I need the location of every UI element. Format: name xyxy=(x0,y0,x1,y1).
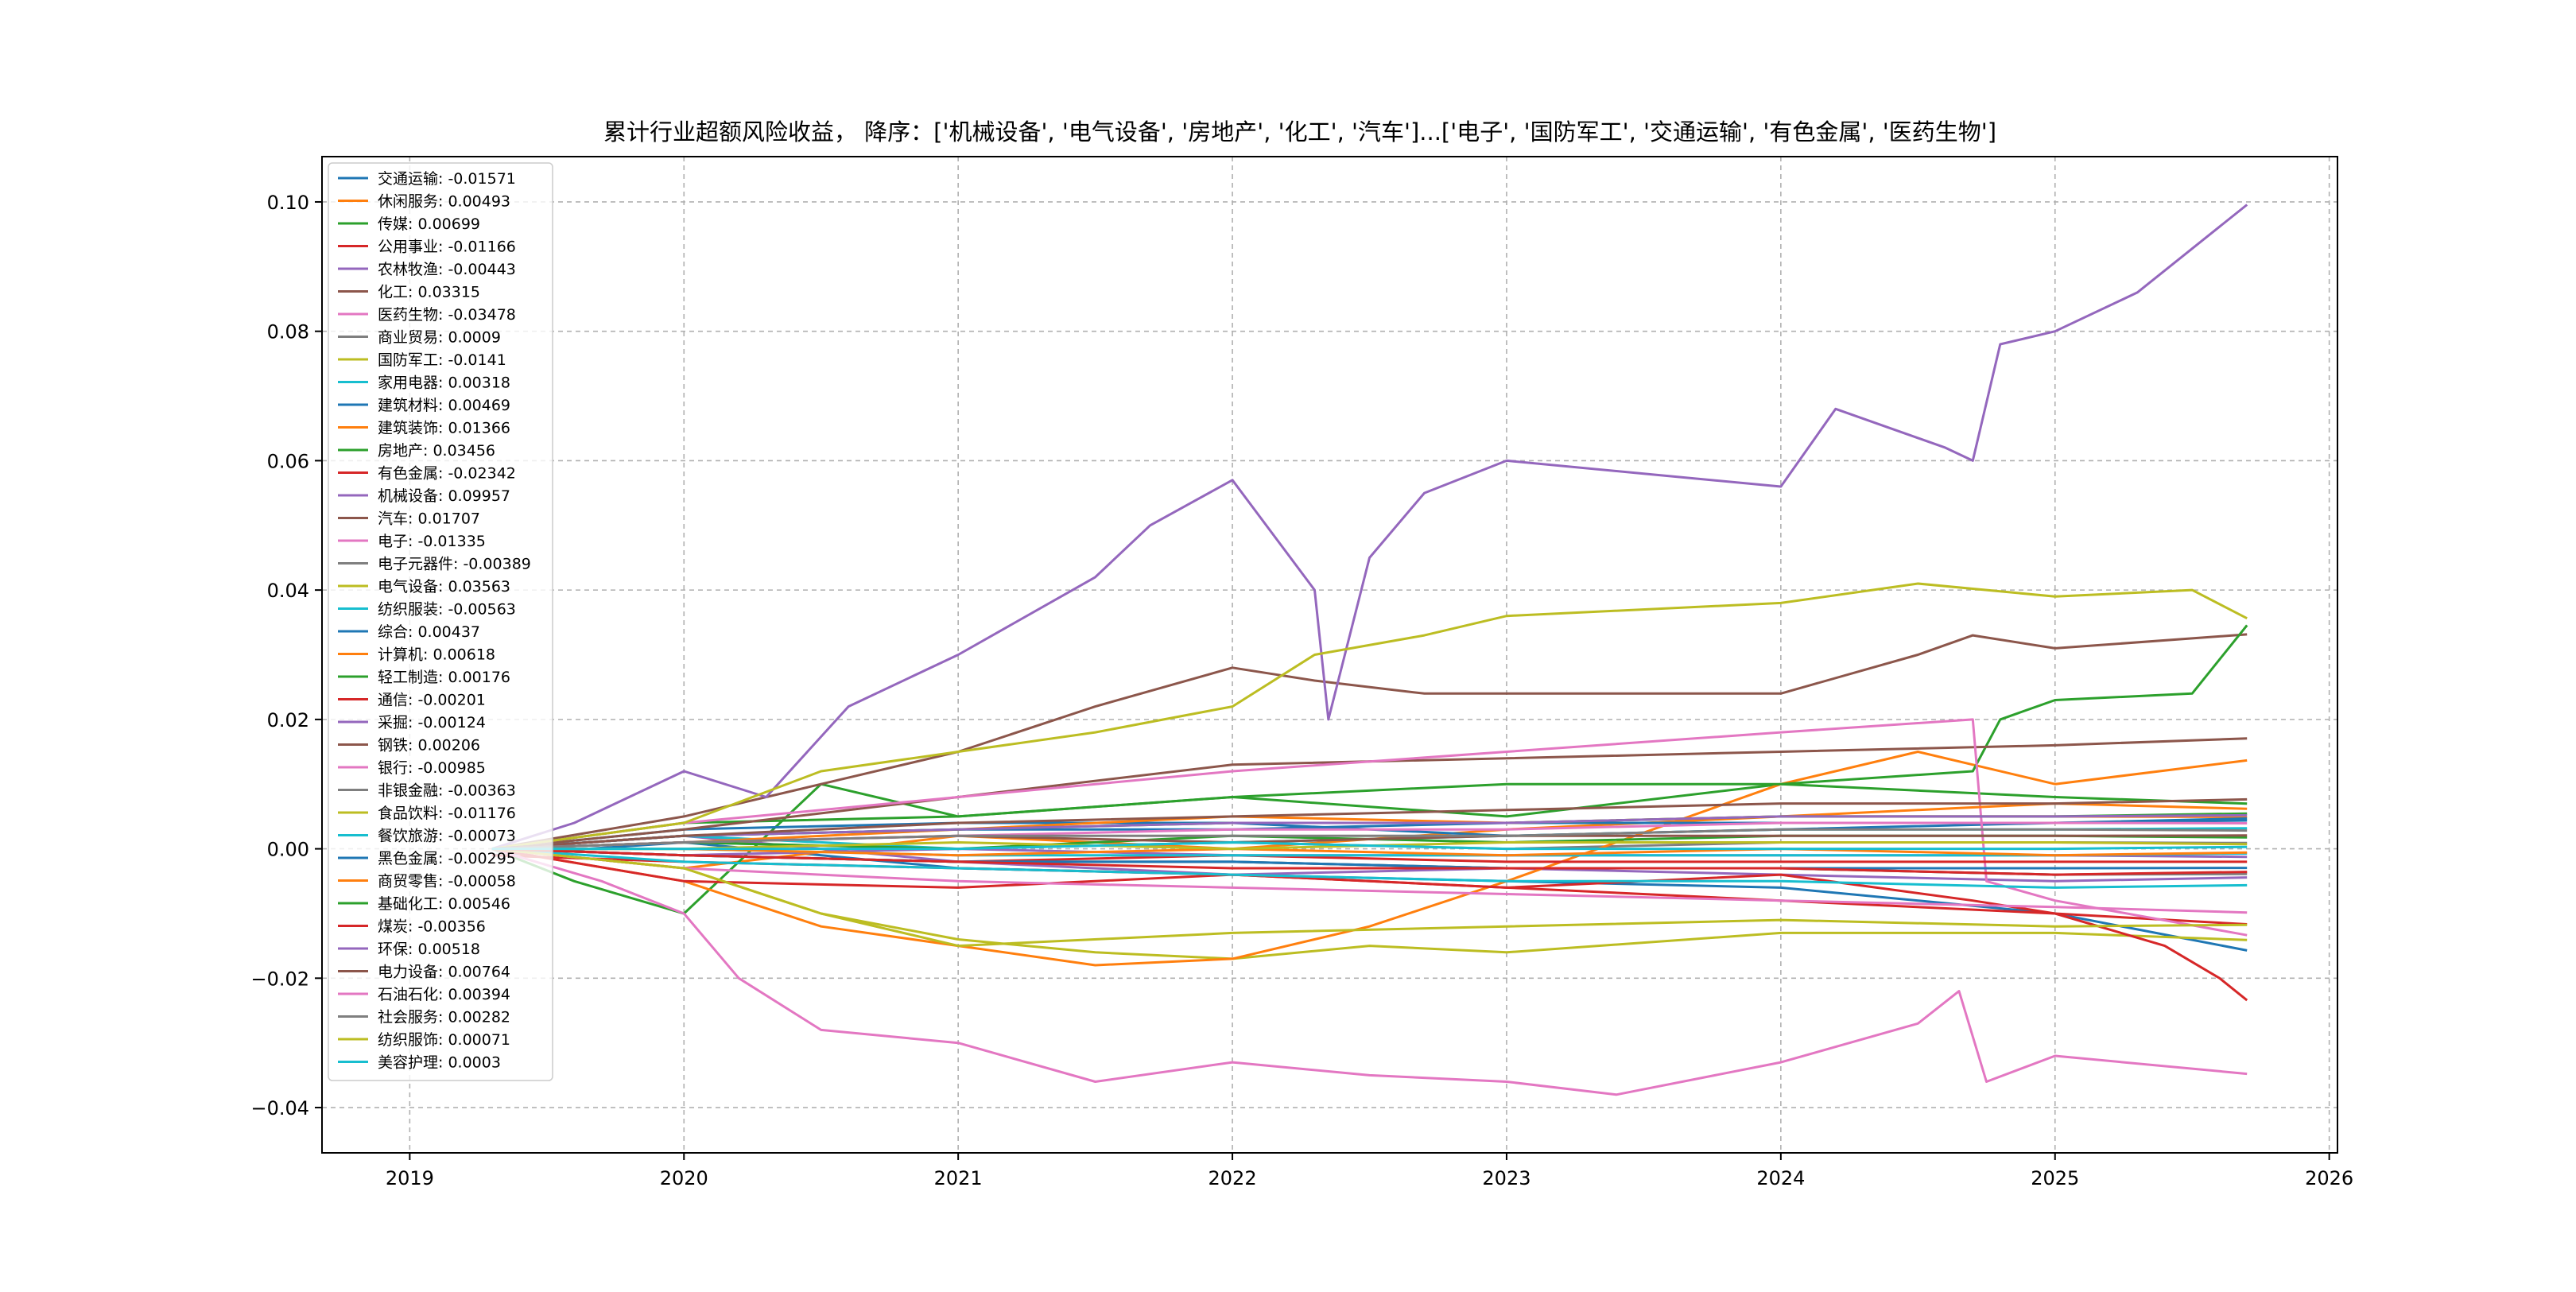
legend-label-美容护理: 美容护理: 0.0003 xyxy=(378,1054,501,1072)
series-line-社会服务 xyxy=(491,828,2248,851)
legend-label-电子元器件: 电子元器件: -0.00389 xyxy=(378,556,531,573)
legend-label-建筑装饰: 建筑装饰: 0.01366 xyxy=(378,420,510,437)
x-tick-label: 2025 xyxy=(2031,1167,2079,1189)
legend-label-电力设备: 电力设备: 0.00764 xyxy=(378,964,510,981)
legend-label-电子: 电子: -0.01335 xyxy=(378,533,486,550)
legend-label-社会服务: 社会服务: 0.00282 xyxy=(378,1009,510,1026)
y-tick-label: 0.00 xyxy=(267,839,309,861)
plot-area: −0.04 −0.02 0.00 0.02 0.04 0.06 0.08 0.10 2019 20… xyxy=(250,156,2353,1189)
series-line-银行 xyxy=(491,848,2248,914)
legend-label-银行: 银行: -0.00985 xyxy=(378,759,486,777)
y-tick-label: 0.08 xyxy=(267,321,309,343)
legend-label-有色金属: 有色金属: -0.02342 xyxy=(378,465,516,483)
legend-label-基础化工: 基础化工: 0.00546 xyxy=(378,895,510,913)
legend-label-石油石化: 石油石化: 0.00394 xyxy=(378,986,510,1003)
legend-box xyxy=(328,162,553,1081)
legend-label-交通运输: 交通运输: -0.01571 xyxy=(378,170,516,188)
axes-frame xyxy=(321,156,2338,1154)
legend-label-汽车: 汽车: 0.01707 xyxy=(378,510,480,528)
x-tick-label: 2022 xyxy=(1208,1167,1257,1189)
series-line-煤炭 xyxy=(491,848,2248,876)
legend-label-计算机: 计算机: 0.00618 xyxy=(378,646,495,664)
series-line-建筑装饰 xyxy=(491,751,2248,967)
x-tick-label: 2020 xyxy=(660,1167,708,1189)
legend-label-通信: 通信: -0.00201 xyxy=(378,692,486,709)
series-line-有色金属 xyxy=(491,848,2248,1002)
legend-label-餐饮旅游: 餐饮旅游: -0.00073 xyxy=(378,828,516,845)
series-line-机械设备 xyxy=(491,204,2248,851)
legend-label-黑色金属: 黑色金属: -0.00295 xyxy=(378,850,516,867)
legend-label-化工: 化工: 0.03315 xyxy=(378,284,480,301)
legend-label-轻工制造: 轻工制造: 0.00176 xyxy=(378,669,510,686)
chart-title: 累计行业超额风险收益， 降序：['机械设备', '电气设备', '房地产', '… xyxy=(603,118,1996,145)
legend-label-电气设备: 电气设备: 0.03563 xyxy=(378,578,510,596)
series-group xyxy=(491,204,2248,1096)
y-tick-label: 0.02 xyxy=(267,709,309,731)
x-tick-label: 2019 xyxy=(386,1167,434,1189)
legend-label-纺织服饰: 纺织服饰: 0.00071 xyxy=(378,1031,510,1049)
legend-label-医药生物: 医药生物: -0.03478 xyxy=(378,306,516,324)
legend-label-食品饮料: 食品饮料: -0.01176 xyxy=(378,805,516,822)
series-line-食品饮料 xyxy=(491,848,2248,948)
series-line-房地产 xyxy=(491,624,2248,851)
y-tick-label: 0.10 xyxy=(267,192,309,214)
legend: 交通运输: -0.01571 休闲服务: 0.00493 传媒: 0.00699 公用… xyxy=(328,162,553,1081)
x-tick-label: 2023 xyxy=(1482,1167,1530,1189)
y-tick-label: 0.06 xyxy=(267,450,309,472)
legend-label-传媒: 传媒: 0.00699 xyxy=(378,215,480,233)
legend-label-纺织服装: 纺织服装: -0.00563 xyxy=(378,601,516,619)
series-line-电力设备 xyxy=(491,797,2248,851)
legend-label-钢铁: 钢铁: 0.00206 xyxy=(378,737,480,755)
legend-label-休闲服务: 休闲服务: 0.00493 xyxy=(378,193,510,211)
series-line-美容护理 xyxy=(491,841,2248,851)
x-tick-label: 2021 xyxy=(934,1167,983,1189)
legend-label-国防军工: 国防军工: -0.0141 xyxy=(378,351,506,369)
y-tick-label: −0.02 xyxy=(250,968,309,990)
series-line-电气设备 xyxy=(491,582,2248,851)
legend-label-非银金融: 非银金融: -0.00363 xyxy=(378,782,516,800)
x-tick-label: 2024 xyxy=(1756,1167,1805,1189)
y-tick-label: 0.04 xyxy=(267,580,309,602)
legend-label-公用事业: 公用事业: -0.01166 xyxy=(378,239,516,256)
legend-label-商业贸易: 商业贸易: 0.0009 xyxy=(378,329,501,347)
legend-label-商贸零售: 商贸零售: -0.00058 xyxy=(378,873,516,890)
series-line-纺织服装 xyxy=(491,848,2248,889)
legend-label-综合: 综合: 0.00437 xyxy=(378,623,480,641)
legend-label-建筑材料: 建筑材料: 0.00469 xyxy=(378,397,510,414)
legend-label-家用电器: 家用电器: 0.00318 xyxy=(378,374,510,392)
series-line-电子 xyxy=(491,718,2248,937)
x-tick-label: 2026 xyxy=(2305,1167,2353,1189)
legend-label-农林牧渔: 农林牧渔: -0.00443 xyxy=(378,261,516,278)
series-line-医药生物 xyxy=(491,848,2248,1096)
legend-label-采掘: 采掘: -0.00124 xyxy=(378,714,486,731)
legend-label-房地产: 房地产: 0.03456 xyxy=(378,442,495,460)
legend-label-环保: 环保: 0.00518 xyxy=(378,941,480,958)
legend-label-煤炭: 煤炭: -0.00356 xyxy=(378,918,486,936)
series-line-化工 xyxy=(491,633,2248,851)
y-tick-label: −0.04 xyxy=(250,1097,309,1119)
legend-label-机械设备: 机械设备: 0.09957 xyxy=(378,487,510,505)
